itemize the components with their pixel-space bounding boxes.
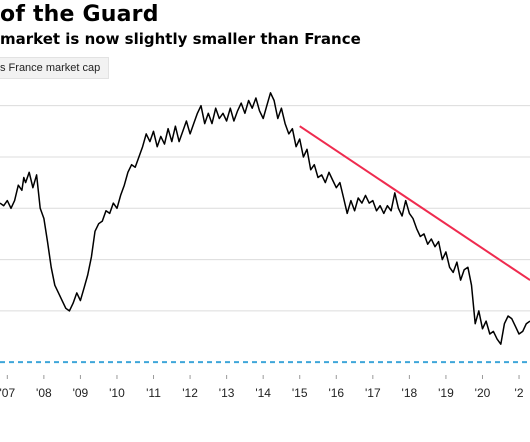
x-tick-label: '18 <box>402 386 418 400</box>
x-tick-label: '15 <box>292 386 308 400</box>
trend-line <box>299 125 530 281</box>
x-tick-label: '20 <box>475 386 491 400</box>
x-tick-label: '17 <box>365 386 381 400</box>
x-tick-label: '08 <box>36 386 52 400</box>
series-line <box>0 92 530 345</box>
x-tick-label: '12 <box>182 386 198 400</box>
x-tick-label: '11 <box>146 386 161 400</box>
x-tick-label: '07 <box>0 386 15 400</box>
x-tick-label: '09 <box>73 386 89 400</box>
x-axis-ticks: '07 '08 '09 '10 '11 '12 '13 '14 '15 '16 '17 '18 '19 '… <box>0 375 524 400</box>
chart-subtitle: market is now slightly smaller than Fran… <box>0 30 361 48</box>
gridlines <box>0 105 530 312</box>
x-tick-label: '13 <box>219 386 235 400</box>
series-group <box>0 92 530 345</box>
legend-item: s France market cap <box>0 57 110 79</box>
x-tick-label: '10 <box>109 386 125 400</box>
x-tick-label: '19 <box>438 386 454 400</box>
trend-line-group <box>299 125 530 281</box>
x-tick-label: '14 <box>255 386 271 400</box>
x-tick-label: '2 <box>515 386 524 400</box>
chart-title: of the Guard <box>0 2 159 27</box>
x-tick-label: '16 <box>328 386 344 400</box>
